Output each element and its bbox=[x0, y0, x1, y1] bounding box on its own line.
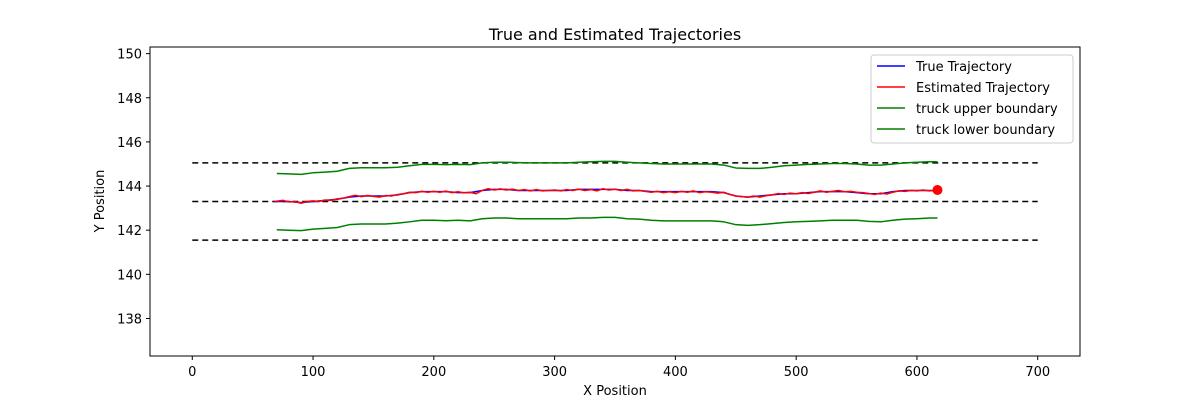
marker-layer bbox=[932, 185, 943, 196]
y-tick-label-1: 140 bbox=[117, 268, 142, 283]
legend-label-true: True Trajectory bbox=[915, 60, 1012, 75]
x-tick-label-7: 700 bbox=[1025, 365, 1050, 380]
y-tick-label-0: 138 bbox=[117, 312, 142, 327]
y-tick-label-6: 150 bbox=[117, 48, 142, 63]
legend-label-upper: truck upper boundary bbox=[916, 102, 1058, 117]
series-lines bbox=[274, 160, 938, 232]
x-tick-label-0: 0 bbox=[188, 365, 196, 380]
end-marker bbox=[932, 185, 943, 196]
y-tick-label-3: 144 bbox=[117, 180, 142, 195]
legend-label-estimated: Estimated Trajectory bbox=[916, 81, 1050, 96]
x-tick-label-1: 100 bbox=[301, 365, 326, 380]
x-tick-label-2: 200 bbox=[421, 365, 446, 380]
x-tick-label-4: 400 bbox=[663, 365, 688, 380]
legend: True Trajectory Estimated Trajectory tru… bbox=[870, 54, 1074, 144]
x-tick-label-3: 300 bbox=[542, 365, 567, 380]
plot-area bbox=[149, 46, 1081, 357]
x-axis-label: X Position bbox=[583, 384, 647, 399]
y-tick-label-5: 148 bbox=[117, 92, 142, 107]
x-axis-ticks: 0 100 200 300 400 500 600 700 bbox=[188, 356, 1050, 380]
chart-title: True and Estimated Trajectories bbox=[488, 25, 741, 44]
legend-label-lower: truck lower boundary bbox=[916, 123, 1055, 138]
y-axis-ticks: 138 140 142 144 146 148 150 bbox=[117, 48, 150, 327]
y-tick-label-4: 146 bbox=[117, 136, 142, 151]
plot-frame bbox=[149, 46, 1081, 357]
series-lower-boundary bbox=[276, 216, 938, 232]
legend-box bbox=[870, 54, 1074, 144]
series-upper-boundary bbox=[276, 160, 938, 176]
y-axis-label: Y Position bbox=[93, 170, 108, 234]
series-estimated-trajectory bbox=[274, 187, 938, 205]
x-tick-label-5: 500 bbox=[784, 365, 809, 380]
x-tick-label-6: 600 bbox=[905, 365, 930, 380]
y-tick-label-2: 142 bbox=[117, 224, 142, 239]
